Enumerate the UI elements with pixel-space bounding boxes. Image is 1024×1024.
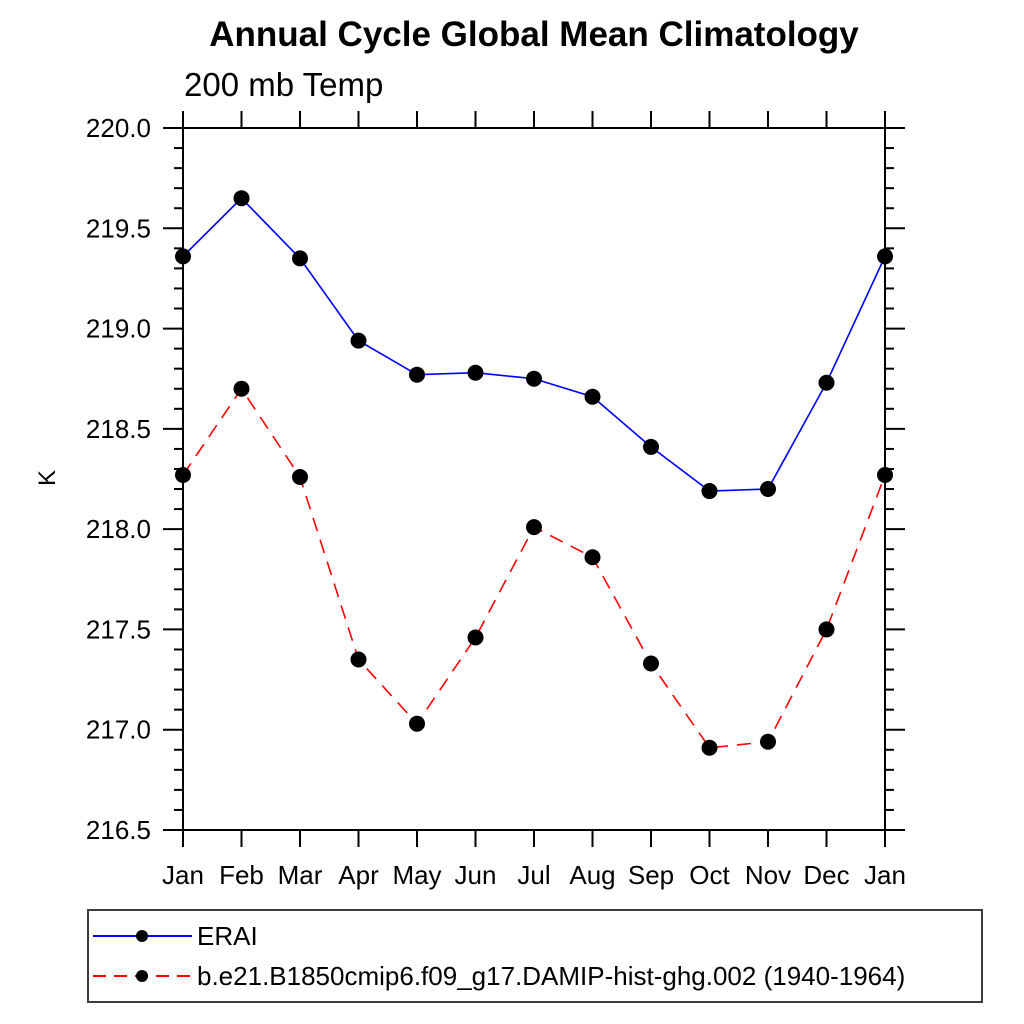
x-tick-label: Apr xyxy=(338,860,379,890)
data-point-marker xyxy=(877,248,893,265)
x-axis-tick-labels: Jan Feb Mar Apr May Jun Jul Aug Sep Oct Nov Dec Jan xyxy=(162,860,906,890)
data-point-marker xyxy=(409,715,425,732)
y-tick-label: 217.5 xyxy=(86,614,151,644)
plot-frame xyxy=(182,127,886,831)
data-point-marker xyxy=(467,364,484,381)
y-axis-tick-labels: 216.5 217.0 217.5 218.0 218.5 219.0 219.5 220.0 xyxy=(86,113,151,845)
y-tick-label: 218.5 xyxy=(86,414,151,444)
y-tick-label: 219.0 xyxy=(86,314,151,344)
erai-sample-marker xyxy=(136,930,148,942)
data-point-marker xyxy=(350,651,367,668)
x-tick-label: Oct xyxy=(689,860,730,890)
y-axis-ticks xyxy=(163,127,905,831)
x-tick-label: Nov xyxy=(745,860,791,890)
x-tick-label: Jul xyxy=(517,860,550,890)
data-point-marker xyxy=(409,366,425,383)
model-sample-marker xyxy=(136,970,148,982)
x-tick-label: Jan xyxy=(162,860,204,890)
data-point-marker xyxy=(175,248,191,265)
legend: ERAI b.e21.B1850cmip6.f09_g17.DAMIP-hist… xyxy=(87,909,983,1003)
y-tick-label: 218.0 xyxy=(86,514,151,544)
data-point-marker xyxy=(760,733,776,750)
data-point-marker xyxy=(643,655,659,672)
legend-item-model: b.e21.B1850cmip6.f09_g17.DAMIP-hist-ghg.… xyxy=(91,961,981,991)
data-point-marker xyxy=(877,466,893,483)
x-tick-label: Aug xyxy=(569,860,615,890)
chart-subtitle: 200 mb Temp xyxy=(184,66,384,103)
series-erai xyxy=(175,190,893,500)
x-tick-label: Feb xyxy=(219,860,264,890)
data-point-marker xyxy=(526,370,542,387)
y-tick-label: 217.0 xyxy=(86,715,151,745)
legend-label-model: b.e21.B1850cmip6.f09_g17.DAMIP-hist-ghg.… xyxy=(197,960,906,991)
x-tick-label: May xyxy=(392,860,441,890)
data-point-marker xyxy=(467,629,484,646)
data-point-marker xyxy=(292,468,308,485)
data-point-marker xyxy=(350,332,367,349)
series-line xyxy=(182,197,886,492)
x-tick-label: Jun xyxy=(455,860,497,890)
data-point-marker xyxy=(818,621,835,638)
data-point-marker xyxy=(584,388,601,405)
legend-item-erai: ERAI xyxy=(91,921,981,951)
erai-line-sample xyxy=(93,930,192,942)
data-point-marker xyxy=(175,466,191,483)
series-model xyxy=(175,380,893,756)
data-point-marker xyxy=(643,438,659,455)
series-line xyxy=(182,387,886,749)
y-tick-label: 219.5 xyxy=(86,213,151,243)
x-tick-label: Sep xyxy=(628,860,674,890)
x-tick-label: Dec xyxy=(803,860,849,890)
x-tick-label: Mar xyxy=(278,860,323,890)
x-axis-ticks xyxy=(182,111,886,847)
y-tick-label: 220.0 xyxy=(86,113,151,143)
data-point-marker xyxy=(233,190,250,207)
data-point-marker xyxy=(760,481,776,498)
legend-label-erai: ERAI xyxy=(197,920,258,951)
data-point-marker xyxy=(292,250,308,267)
data-point-marker xyxy=(233,380,250,397)
x-tick-label: Jan xyxy=(864,860,906,890)
chart-title: Annual Cycle Global Mean Climatology xyxy=(209,15,859,54)
data-point-marker xyxy=(701,483,718,500)
data-point-marker xyxy=(526,519,542,536)
y-tick-label: 216.5 xyxy=(86,815,151,845)
data-point-marker xyxy=(584,549,601,566)
model-line-sample xyxy=(93,970,192,982)
data-point-marker xyxy=(701,739,718,756)
data-point-marker xyxy=(818,374,835,391)
